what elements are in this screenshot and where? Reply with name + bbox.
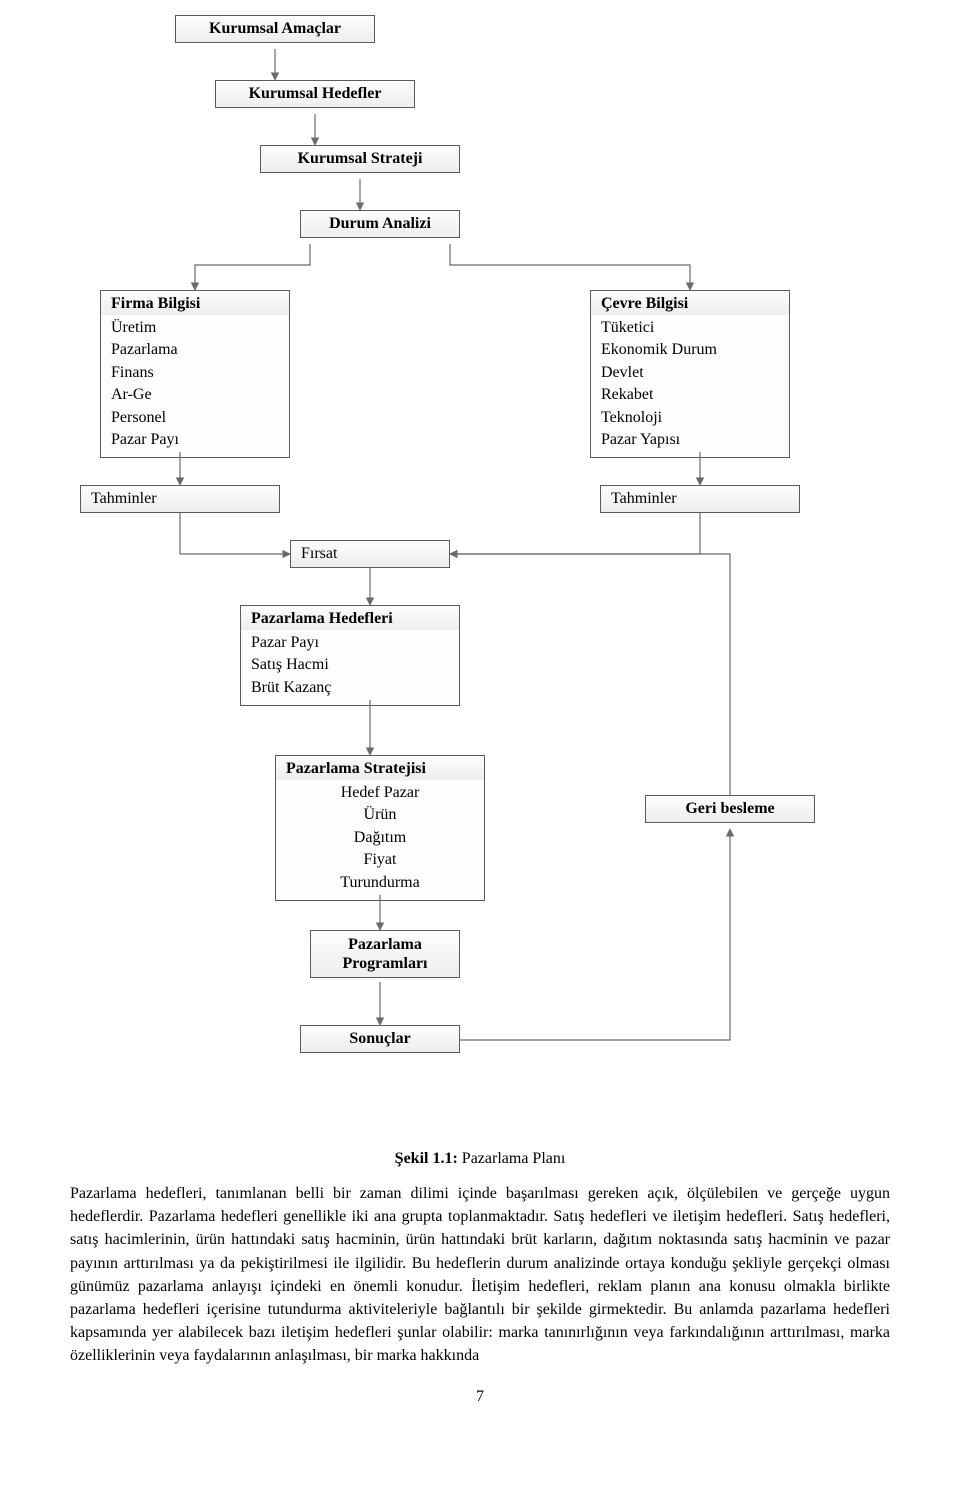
line: Teknoloji (601, 407, 779, 429)
node-firma-bilgisi: Firma Bilgisi Üretim Pazarlama Finans Ar… (100, 290, 290, 458)
node-tahminler-sag: Tahminler (600, 485, 800, 513)
line2: Programları (321, 954, 449, 973)
node-pazarlama-programlari: Pazarlama Programları (310, 930, 460, 978)
line: Rekabet (601, 384, 779, 406)
label: Kurumsal Amaçlar (209, 20, 341, 37)
label: Tahminler (91, 490, 157, 507)
title: Çevre Bilgisi (591, 291, 789, 315)
line: Pazar Payı (111, 429, 279, 451)
title: Pazarlama Hedefleri (241, 606, 459, 630)
node-pazarlama-stratejisi: Pazarlama Stratejisi Hedef Pazar Ürün Da… (275, 755, 485, 901)
line: Satış Hacmi (251, 654, 449, 676)
caption-rest: Pazarlama Planı (462, 1150, 566, 1167)
label: Geri besleme (685, 800, 774, 817)
node-firsat: Fırsat (290, 540, 450, 568)
line: Fiyat (286, 849, 474, 871)
line: Hedef Pazar (286, 782, 474, 804)
line: Dağıtım (286, 827, 474, 849)
node-durum-analizi: Durum Analizi (300, 210, 460, 238)
label: Kurumsal Hedefler (249, 85, 382, 102)
title: Pazarlama Stratejisi (276, 756, 484, 780)
label: Sonuçlar (349, 1030, 410, 1047)
connector-layer (0, 0, 960, 1140)
body-paragraph: Pazarlama hedefleri, tanımlanan belli bi… (0, 1182, 960, 1368)
figure-caption: Şekil 1.1: Pazarlama Planı (0, 1150, 960, 1168)
line: Tüketici (601, 317, 779, 339)
line: Turundurma (286, 872, 474, 894)
node-kurumsal-strateji: Kurumsal Strateji (260, 145, 460, 173)
node-tahminler-sol: Tahminler (80, 485, 280, 513)
line: Finans (111, 362, 279, 384)
label: Kurumsal Strateji (298, 150, 423, 167)
label: Durum Analizi (329, 215, 431, 232)
line: Pazar Yapısı (601, 429, 779, 451)
flowchart-canvas: Kurumsal Amaçlar Kurumsal Hedefler Kurum… (0, 0, 960, 1140)
page-number: 7 (0, 1388, 960, 1406)
line1: Pazarlama (321, 935, 449, 954)
caption-bold: Şekil 1.1: (395, 1150, 458, 1167)
line: Pazar Payı (251, 632, 449, 654)
line: Ar-Ge (111, 384, 279, 406)
line: Pazarlama (111, 339, 279, 361)
node-cevre-bilgisi: Çevre Bilgisi Tüketici Ekonomik Durum De… (590, 290, 790, 458)
line: Personel (111, 407, 279, 429)
label: Tahminler (611, 490, 677, 507)
node-kurumsal-amaclar: Kurumsal Amaçlar (175, 15, 375, 43)
label: Fırsat (301, 545, 337, 562)
title: Firma Bilgisi (101, 291, 289, 315)
line: Brüt Kazanç (251, 677, 449, 699)
node-geri-besleme: Geri besleme (645, 795, 815, 823)
node-sonuclar: Sonuçlar (300, 1025, 460, 1053)
line: Ürün (286, 804, 474, 826)
line: Üretim (111, 317, 279, 339)
line: Ekonomik Durum (601, 339, 779, 361)
line: Devlet (601, 362, 779, 384)
node-pazarlama-hedefleri: Pazarlama Hedefleri Pazar Payı Satış Hac… (240, 605, 460, 706)
node-kurumsal-hedefler: Kurumsal Hedefler (215, 80, 415, 108)
